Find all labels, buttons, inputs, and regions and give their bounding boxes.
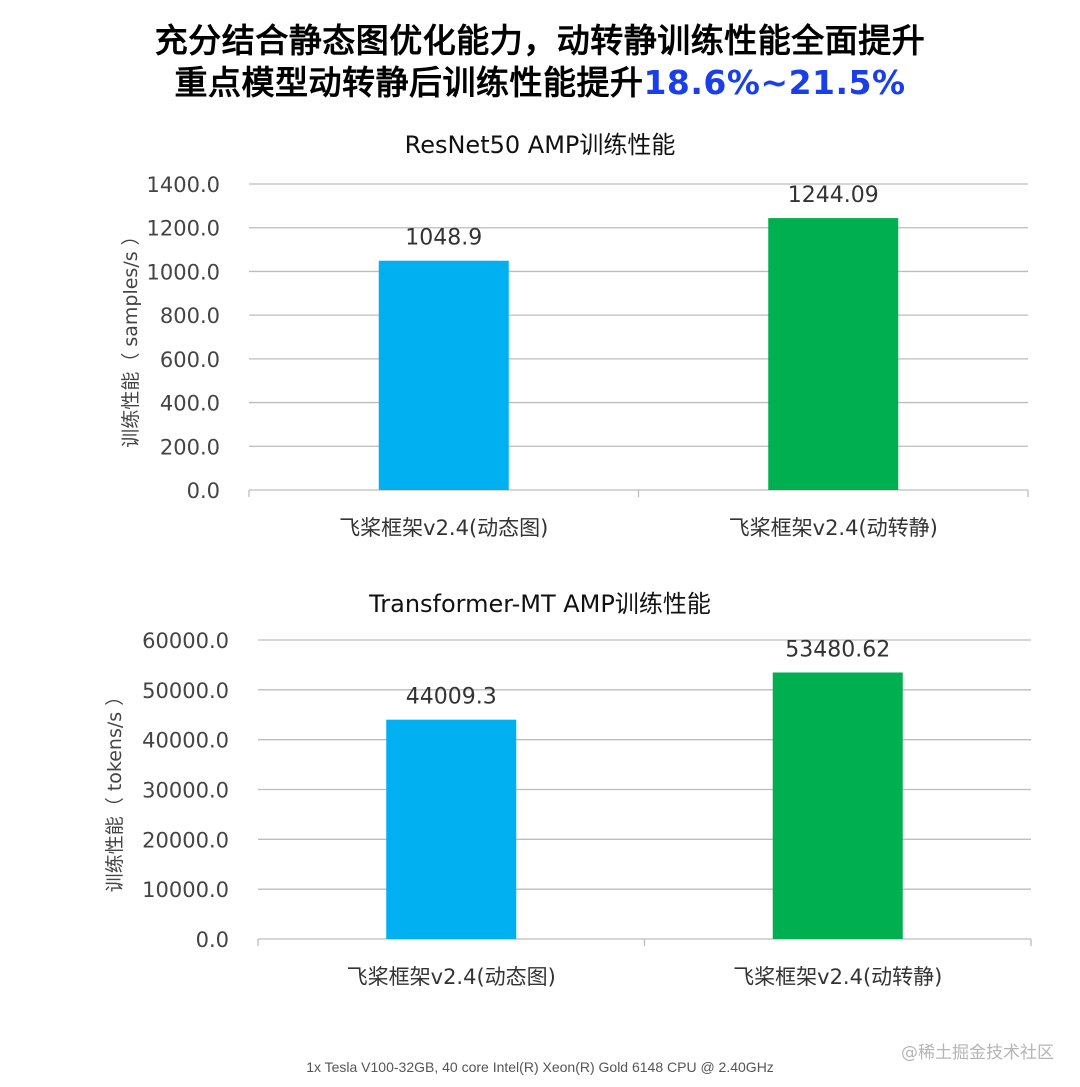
hardware-footnote: 1x Tesla V100-32GB, 40 core Intel(R) Xeo…	[306, 1059, 774, 1075]
bar	[378, 260, 509, 490]
headline-line-1: 充分结合静态图优化能力，动转静训练性能全面提升	[154, 21, 926, 60]
bar	[772, 672, 903, 939]
bar-value-label: 44009.3	[406, 685, 497, 710]
transformer-mt-chart: Transformer-MT AMP训练性能 0.0 10000.0 20000.0 3…	[104, 590, 1032, 989]
y-tick-label: 1000.0	[147, 260, 220, 284]
bar-value-label: 53480.62	[785, 637, 890, 662]
y-tick-label: 30000.0	[142, 779, 229, 803]
headline-line-2: 重点模型动转静后训练性能提升18.6%~21.5%	[0, 56, 1080, 104]
y-tick-label: 1400.0	[147, 173, 220, 197]
resnet50-chart: ResNet50 AMP训练性能 0.0 200.0 400.0 600.0 800.0 1…	[120, 131, 1029, 540]
headline-prefix: 重点模型动转静后训练性能提升	[174, 63, 644, 102]
watermark: @稀土掘金技术社区	[901, 1043, 1054, 1063]
category-label: 飞桨框架v2.4(动转静)	[733, 965, 942, 989]
chart-title: ResNet50 AMP训练性能	[405, 131, 676, 159]
chart-title: Transformer-MT AMP训练性能	[368, 590, 711, 618]
bar	[768, 218, 899, 491]
y-tick-label: 600.0	[160, 348, 220, 372]
y-tick-label: 800.0	[160, 304, 220, 328]
category-label: 飞桨框架v2.4(动态图)	[347, 965, 556, 989]
y-tick-label: 0.0	[196, 928, 229, 952]
y-axis-label: 训练性能（ tokens/s ）	[104, 687, 126, 892]
headline-highlight: 18.6%~21.5%	[643, 63, 906, 102]
y-tick-label: 40000.0	[142, 729, 229, 753]
bar-value-label: 1244.09	[788, 183, 879, 208]
y-tick-label: 50000.0	[142, 679, 229, 703]
category-label: 飞桨框架v2.4(动态图)	[339, 516, 548, 540]
y-tick-label: 0.0	[187, 479, 220, 503]
y-tick-label: 60000.0	[142, 629, 229, 653]
y-tick-label: 10000.0	[142, 878, 229, 902]
y-tick-label: 400.0	[160, 392, 220, 416]
y-axis-label: 训练性能（ samples/s ）	[120, 226, 142, 447]
y-tick-label: 1200.0	[147, 217, 220, 241]
bar	[386, 719, 517, 939]
y-tick-label: 200.0	[160, 435, 220, 459]
category-label: 飞桨框架v2.4(动转静)	[729, 516, 938, 540]
bar-value-label: 1048.9	[405, 226, 482, 251]
y-tick-label: 20000.0	[142, 828, 229, 852]
